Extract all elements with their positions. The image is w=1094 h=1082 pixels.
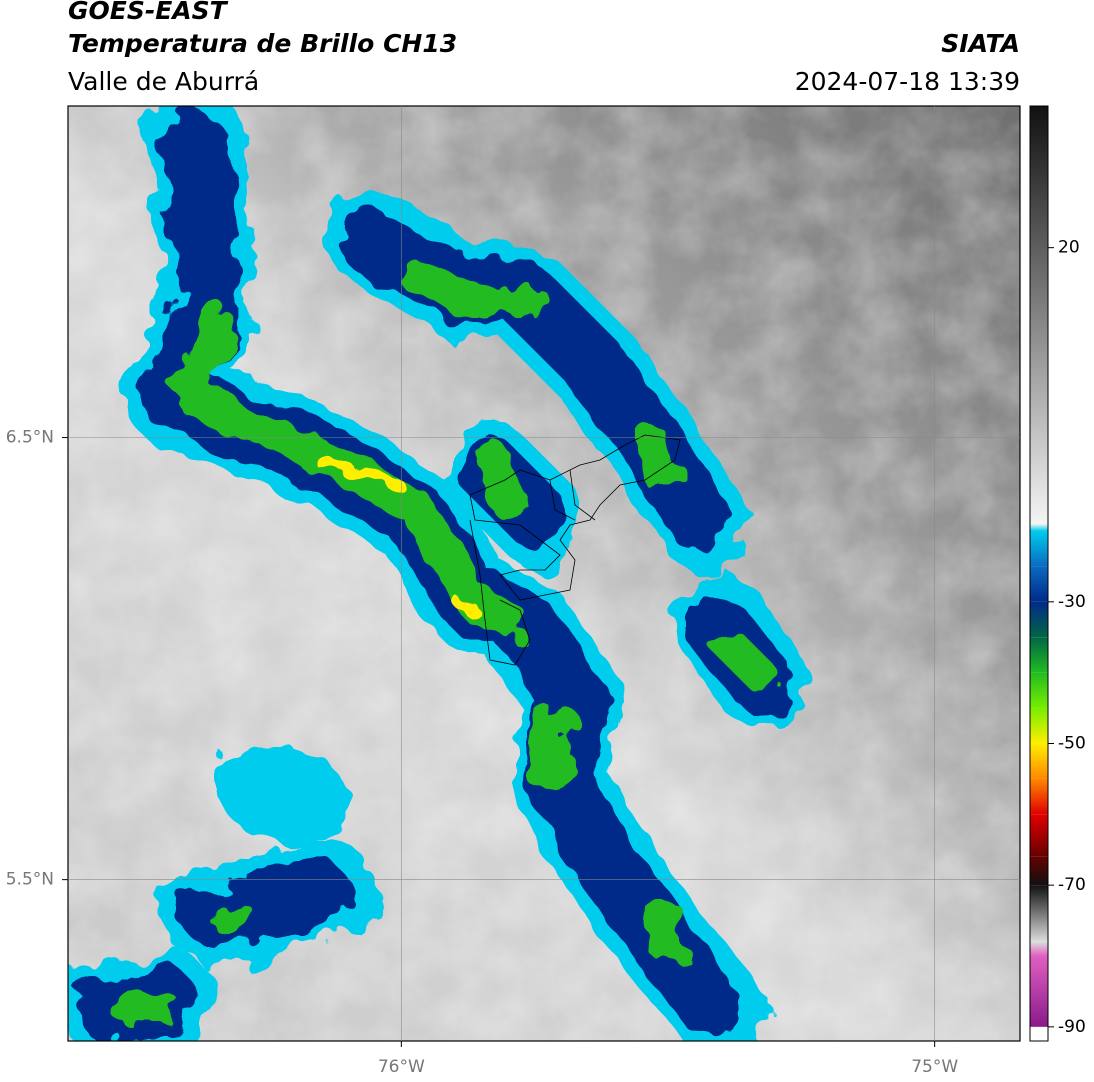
colorbar-segment (1030, 566, 1048, 602)
colorbar-tick-label: -30 (1058, 592, 1086, 612)
title: GOES-EAST (68, 0, 229, 25)
y-tick-label: 6.5°N (6, 428, 54, 448)
colorbar-tick-label: 20 (1058, 238, 1080, 258)
colorbar-segment (1030, 814, 1048, 857)
colorbar-frame (1029, 105, 1049, 1042)
map-frame (67, 105, 1021, 1042)
colorbar-segment (1030, 1026, 1048, 1041)
timestamp: 2024-07-18 13:39 (795, 67, 1020, 96)
colorbar-segment (1030, 743, 1048, 779)
colorbar-segment (1030, 523, 1048, 531)
colorbar-segment (1030, 106, 1048, 524)
x-tick-label: 76°W (378, 1057, 425, 1077)
colorbar-segment (1030, 941, 1048, 956)
municipality-boundaries (469, 434, 681, 666)
colorbar-tick-label: -70 (1058, 875, 1086, 895)
colorbar-segment (1030, 778, 1048, 815)
colorbar-segment (1030, 637, 1048, 673)
source: SIATA (941, 29, 1020, 58)
x-tick-label: 75°W (911, 1057, 958, 1077)
colorbar-segment (1030, 856, 1048, 886)
region: Valle de Aburrá (68, 67, 259, 96)
colorbar-tick-label: -50 (1058, 734, 1086, 754)
colorbar-segment (1030, 531, 1048, 567)
subtitle: Temperatura de Brillo CH13 (68, 29, 457, 58)
colorbar-segment (1030, 885, 1048, 942)
convective-cells (68, 106, 808, 1041)
colorbar-segment (1030, 672, 1048, 709)
colorbar-segment (1030, 601, 1048, 638)
satellite-image (68, 106, 1020, 1041)
colorbar-segment (1030, 708, 1048, 744)
colorbar-segment (1030, 956, 1048, 1027)
y-tick-label: 5.5°N (6, 870, 54, 890)
colorbar-tick-label: -90 (1058, 1017, 1086, 1037)
